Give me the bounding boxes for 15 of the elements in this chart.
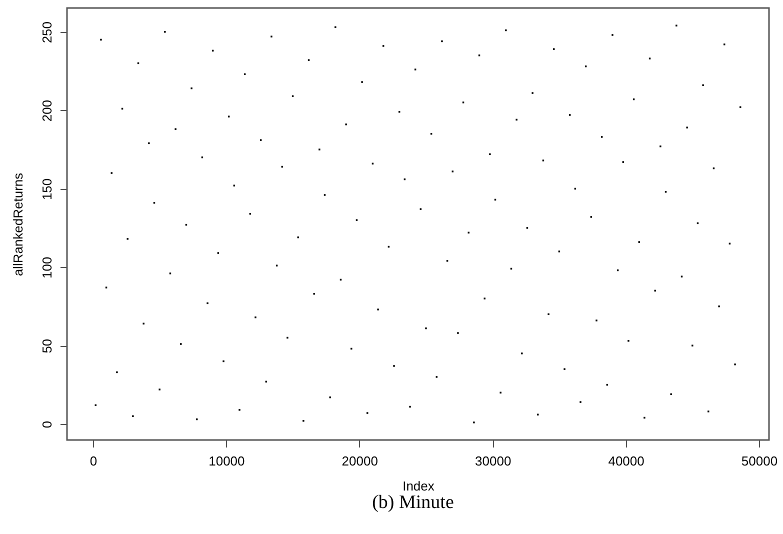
y-tick-label: 100 [40, 256, 54, 278]
x-tick-label: 10000 [208, 454, 245, 468]
y-tick-label: 0 [40, 420, 54, 428]
y-tick-label: 150 [40, 178, 54, 200]
y-tick-label: 200 [40, 100, 54, 122]
y-tick-label: 250 [40, 21, 54, 44]
y-tick-label: 50 [40, 338, 54, 354]
x-tick-label: 20000 [342, 454, 378, 468]
x-tick-label: 30000 [475, 454, 512, 468]
text: (b) Minute [371, 492, 455, 514]
x-tick-label: 0 [90, 454, 98, 468]
x-tick-label: 40000 [608, 454, 644, 468]
x-tick-label: 50000 [741, 454, 778, 468]
x-axis-title: Index [402, 478, 435, 494]
y-axis-title: allRankedReturns [10, 172, 26, 276]
